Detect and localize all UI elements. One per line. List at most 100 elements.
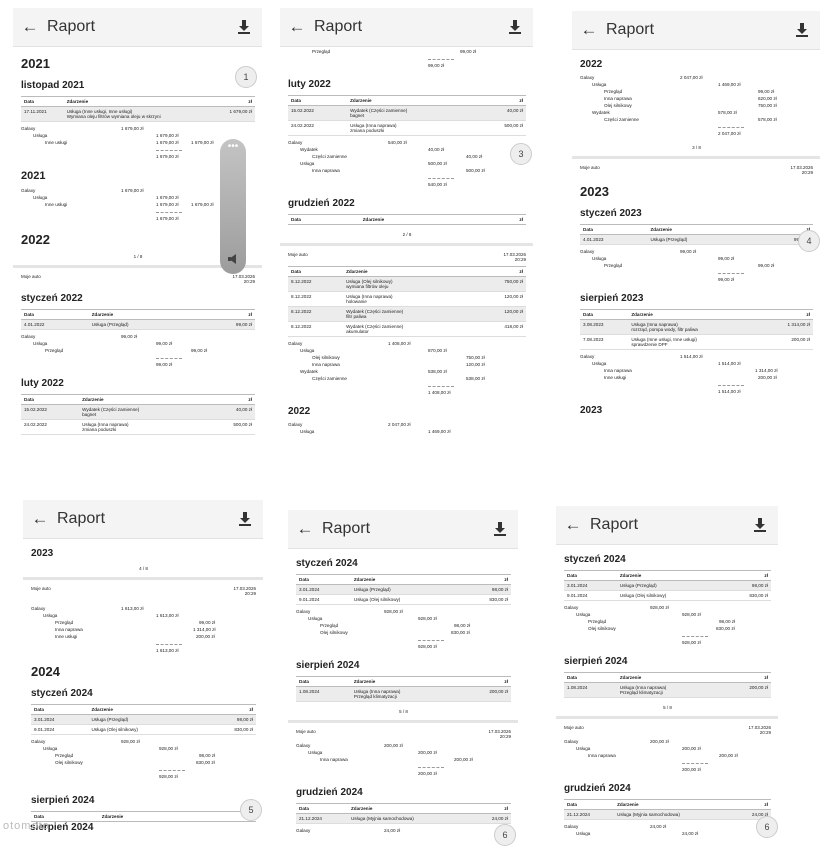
side-edge-panel[interactable]: •••: [220, 139, 246, 274]
summary-row: Galaxy 1 679,00 zł: [21, 188, 255, 195]
table-row[interactable]: 21.12.2024 Usługa (Myjnia samochodowa) 24,…: [296, 813, 511, 824]
summary-row: Części zamienne 578,00 zł: [580, 117, 813, 124]
sum-label: Galaxy: [31, 739, 46, 744]
cell-amount: 1 679,00 zł: [212, 106, 255, 122]
table-row[interactable]: 3.01.2024 Usługa (Przegląd) 98,00 zł: [31, 714, 256, 725]
speaker-icon[interactable]: [228, 254, 236, 264]
sum-label: Inna naprawa: [55, 627, 83, 632]
table-row[interactable]: 8.12.2022 Wydatek (Części zamienne) akumul…: [288, 321, 526, 337]
sum-label: Przegląd: [604, 263, 623, 268]
cell-amount: 200,00 zł: [459, 686, 511, 702]
summary-row: 2 047,00 zł: [580, 131, 813, 138]
sum-label: Usługa: [576, 746, 591, 751]
table-row[interactable]: 1.08.2024 Usługa (Inna naprawa) Przegląd k…: [296, 686, 511, 702]
table-row[interactable]: 8.12.2022 Usługa (Inna naprawa) holowanie 1…: [288, 291, 526, 307]
table-row[interactable]: 7.08.2023 Usługa (Inne usługi, Inne usług…: [580, 334, 813, 350]
events-table: Data Zdarzenie zł 8.12.2022 Usługa (Olej si…: [288, 266, 526, 337]
back-arrow-icon[interactable]: ←: [580, 20, 598, 39]
divider: [682, 636, 708, 637]
divider: [428, 386, 454, 387]
table-row[interactable]: 21.12.2024 Usługa (Myjnia samochodowa) 24,…: [564, 809, 771, 820]
table-row[interactable]: 24.02.2022 Usługa (Inna naprawa) zmiana po…: [21, 419, 255, 435]
summary-row: [31, 767, 256, 774]
sum-label: Inne usługi: [55, 634, 78, 639]
summary-row: Galaxy 1 613,00 zł: [31, 606, 256, 613]
event-note: bagnet: [82, 412, 97, 417]
table-row[interactable]: 9.01.2024 Usługa (Olej silnikowy) 830,00 z…: [296, 594, 511, 605]
table-row[interactable]: 1.08.2024 Usługa (Inna naprawa) Przegląd k…: [564, 682, 771, 698]
sum-label: Galaxy: [564, 824, 579, 829]
download-icon[interactable]: [509, 20, 521, 34]
month-heading: grudzień 2024: [296, 787, 363, 798]
download-icon[interactable]: [494, 522, 506, 536]
summary-row: [288, 175, 526, 182]
download-icon[interactable]: [239, 512, 251, 526]
table-row[interactable]: 3.01.2024 Usługa (Przegląd) 98,00 zł: [564, 580, 771, 591]
summary-row: Inna naprawa 500,00 zł: [288, 168, 526, 175]
cell-date: 1.08.2024: [564, 682, 617, 698]
back-arrow-icon[interactable]: ←: [296, 519, 314, 538]
back-arrow-icon[interactable]: ←: [288, 17, 306, 36]
sum-value: 200,00 zł: [418, 750, 437, 755]
year-heading: 2021: [21, 56, 50, 71]
summary-row: Galaxy 24,00 zł: [296, 828, 511, 835]
page-indicator: 5 / 8: [399, 709, 408, 714]
table-row[interactable]: 8.12.2022 Wydatek (Części zamienne) filtr …: [288, 306, 526, 322]
summary-row: Części zamienne 40,00 zł: [288, 154, 526, 161]
sum-value: 40,00 zł: [428, 147, 445, 152]
more-icon[interactable]: •••: [227, 141, 239, 152]
sum-value: 1 679,00 zł: [156, 140, 179, 145]
summary-row: Galaxy 928,00 zł: [31, 739, 256, 746]
screenshot-panel-2: ← Raport Przegląd 99,00 zł 99,00 zł luty …: [280, 8, 533, 500]
sum-label: Usługa: [33, 133, 48, 138]
divider: [682, 763, 708, 764]
month-heading: luty 2022: [21, 378, 64, 389]
events-table: Data Zdarzenie zł 1.08.2024 Usługa (Inna na…: [564, 672, 771, 698]
col-amount: zł: [471, 803, 511, 814]
table-row[interactable]: 9.01.2024 Usługa (Olej silnikowy) 830,00 z…: [31, 724, 256, 735]
col-amount: zł: [475, 95, 526, 106]
year-heading: 2022: [288, 406, 311, 417]
month-heading: styczeń 2024: [296, 558, 358, 569]
table-row[interactable]: 24.02.2022 Usługa (Inna naprawa) zmiana po…: [288, 120, 526, 136]
table-row[interactable]: 3.01.2024 Usługa (Przegląd) 98,00 zł: [296, 584, 511, 595]
cell-amount: 99,00 zł: [198, 319, 255, 330]
print-date: 17.03.2026 20:29: [233, 586, 256, 596]
table-row[interactable]: 3.08.2023 Usługa (Inna naprawa) rozrząd, p…: [580, 319, 813, 335]
back-arrow-icon[interactable]: ←: [21, 17, 39, 36]
screenshot-number-badge: 6: [756, 816, 778, 838]
print-date: 17.03.2026 20:29: [503, 252, 526, 262]
app-title: Raport: [47, 18, 96, 35]
back-arrow-icon[interactable]: ←: [564, 515, 582, 534]
back-arrow-icon[interactable]: ←: [31, 509, 49, 528]
sum-label: Inne usługi: [604, 375, 627, 380]
table-row[interactable]: 8.12.2022 Usługa (Olej silnikowy) wymiana …: [288, 276, 526, 292]
table-row[interactable]: 17.11.2021 Usługa (Inne usługi, Inne usłu…: [21, 106, 255, 122]
event-note: wymiana filtrów oleju: [346, 284, 389, 289]
print-date: 17.03.2026 20:29: [748, 725, 771, 735]
sum-label: Galaxy: [564, 605, 579, 610]
table-row[interactable]: 4.01.2022 Usługa (Przegląd) 99,00 zł: [21, 319, 255, 330]
table-row[interactable]: 15.02.2022 Wydatek (Części zamienne) bagne…: [21, 404, 255, 420]
cell-event: Wydatek (Części zamienne) akumulator: [343, 321, 475, 337]
summary-row: Olej silnikowy 830,00 zł: [296, 630, 511, 637]
col-amount: zł: [721, 672, 771, 683]
sum-value: 1 679,00 zł: [121, 188, 144, 193]
summary-row: Przegląd 99,00 zł: [21, 348, 255, 355]
page-indicator: 5 / 8: [663, 705, 672, 710]
summary-row: [580, 270, 813, 277]
sum-value: 928,00 zł: [682, 612, 701, 617]
table-row[interactable]: 9.01.2024 Usługa (Olej silnikowy) 830,00 z…: [564, 590, 771, 601]
sum-total: 928,00 zł: [418, 644, 437, 649]
download-icon[interactable]: [754, 518, 766, 532]
print-date: 17.03.2026 20:29: [488, 729, 511, 739]
vehicle-name: Moje auto: [580, 165, 600, 170]
sum-value: 1 469,00 zł: [428, 429, 451, 434]
event-title: Usługa (Inna naprawa): [353, 689, 401, 694]
table-row[interactable]: 15.02.2022 Wydatek (Części zamienne) bagne…: [288, 105, 526, 121]
summary: Galaxy 928,00 zł Usługa 928,00 zł Przegląd…: [296, 609, 511, 651]
download-icon[interactable]: [238, 20, 250, 34]
download-icon[interactable]: [796, 23, 808, 37]
summary-row: Usługa 1 679,00 zł: [21, 133, 255, 140]
